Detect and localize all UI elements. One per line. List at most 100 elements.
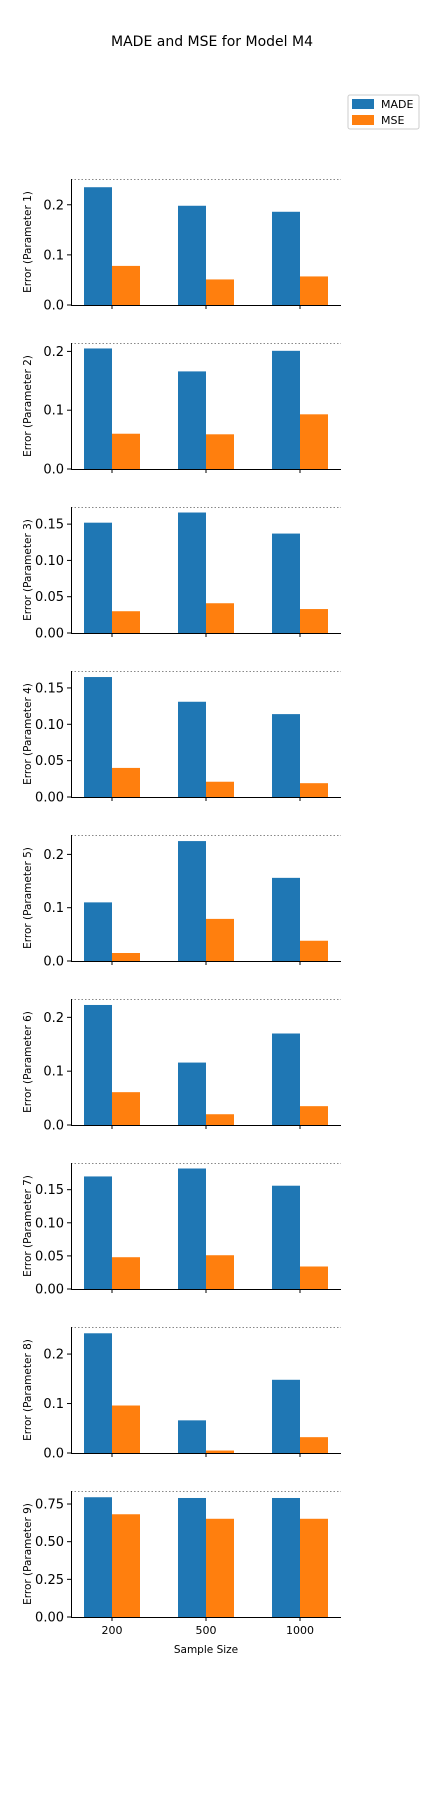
legend-label-made: MADE [381, 98, 413, 111]
y-tick-label: 0.0 [43, 955, 64, 970]
y-tick-label: 0.15 [35, 1183, 64, 1198]
bar-made-500 [178, 1168, 206, 1289]
y-tick-label: 0.15 [35, 518, 64, 533]
bar-mse-500 [206, 434, 234, 469]
y-tick-label: 0.05 [35, 754, 64, 769]
y-tick-label: 0.1 [43, 248, 64, 263]
y-axis-label: Error (Parameter 3) [22, 519, 34, 621]
bar-mse-1000 [300, 1266, 328, 1289]
subplot-8: 0.0 0.1 0.2 Error (Parameter 8) [22, 1327, 341, 1462]
bar-made-200 [84, 522, 112, 633]
chart-title: MADE and MSE for Model M4 [111, 34, 313, 50]
y-tick-label: 0.00 [35, 627, 64, 642]
y-tick-label: 0.05 [35, 590, 64, 605]
bar-made-200 [84, 1004, 112, 1125]
bar-made-500 [178, 1062, 206, 1125]
bar-mse-200 [112, 767, 140, 797]
y-tick-label: 0.0 [43, 463, 64, 478]
bar-mse-200 [112, 611, 140, 633]
x-tick-label: 1000 [286, 1624, 314, 1637]
y-axis-label: Error (Parameter 5) [22, 847, 34, 949]
bar-made-200 [84, 1497, 112, 1617]
bar-made-200 [84, 187, 112, 305]
bar-mse-500 [206, 781, 234, 797]
bar-made-1000 [272, 211, 300, 305]
bar-made-1000 [272, 1497, 300, 1617]
bar-mse-200 [112, 433, 140, 469]
bar-mse-200 [112, 265, 140, 305]
bar-made-500 [178, 841, 206, 961]
y-axis-label: Error (Parameter 6) [22, 1011, 34, 1113]
y-tick-label: 0.25 [35, 1573, 64, 1588]
bar-made-200 [84, 348, 112, 469]
y-tick-label: 0.0 [43, 1447, 64, 1462]
bar-mse-1000 [300, 276, 328, 305]
y-tick-label: 0.0 [43, 1119, 64, 1134]
bar-made-1000 [272, 714, 300, 797]
y-tick-label: 0.1 [43, 404, 64, 419]
bar-mse-200 [112, 1405, 140, 1453]
bar-made-1000 [272, 1379, 300, 1453]
y-tick-label: 0.2 [43, 1011, 64, 1026]
y-tick-label: 0.00 [35, 1283, 64, 1298]
bar-mse-500 [206, 603, 234, 633]
y-tick-label: 0.2 [43, 1348, 64, 1363]
bar-made-1000 [272, 877, 300, 961]
bar-mse-1000 [300, 783, 328, 797]
bar-made-200 [84, 1333, 112, 1453]
y-axis-label: Error (Parameter 1) [22, 191, 34, 293]
bar-made-200 [84, 677, 112, 797]
y-tick-label: 0.0 [43, 299, 64, 314]
bar-made-200 [84, 902, 112, 961]
y-tick-label: 0.1 [43, 1397, 64, 1412]
y-tick-label: 0.00 [35, 791, 64, 806]
subplot-6: 0.0 0.1 0.2 Error (Parameter 6) [22, 999, 341, 1134]
y-axis-label: Error (Parameter 9) [22, 1503, 34, 1605]
y-tick-label: 0.10 [35, 718, 64, 733]
subplot-5: 0.0 0.1 0.2 Error (Parameter 5) [22, 835, 341, 970]
y-axis-label: Error (Parameter 7) [22, 1175, 34, 1277]
legend-swatch-made [352, 99, 374, 109]
legend-label-mse: MSE [381, 114, 404, 127]
bar-mse-200 [112, 1514, 140, 1617]
bar-mse-200 [112, 953, 140, 961]
bar-mse-1000 [300, 1106, 328, 1125]
bar-mse-1000 [300, 1437, 328, 1453]
bar-made-1000 [272, 533, 300, 633]
x-tick-label: 500 [196, 1624, 217, 1637]
y-tick-label: 0.2 [43, 848, 64, 863]
bar-made-500 [178, 371, 206, 469]
bar-mse-500 [206, 1518, 234, 1617]
legend-swatch-mse [352, 115, 374, 125]
y-tick-label: 0.00 [35, 1611, 64, 1626]
x-tick-label: 200 [102, 1624, 123, 1637]
y-axis-label: Error (Parameter 2) [22, 355, 34, 457]
y-axis-label: Error (Parameter 4) [22, 683, 34, 785]
bar-made-500 [178, 512, 206, 633]
bar-mse-1000 [300, 1518, 328, 1617]
bar-mse-500 [206, 279, 234, 305]
bar-mse-1000 [300, 414, 328, 469]
bar-mse-500 [206, 1255, 234, 1289]
bar-made-500 [178, 205, 206, 305]
subplots: 0.0 0.1 0.2 Error (Parameter 1) 0.0 0.1 0.2 Err… [22, 179, 341, 1637]
subplot-1: 0.0 0.1 0.2 Error (Parameter 1) [22, 179, 341, 314]
bar-made-500 [178, 1420, 206, 1453]
y-tick-label: 0.15 [35, 681, 64, 696]
y-axis-label: Error (Parameter 8) [22, 1339, 34, 1441]
y-tick-label: 0.1 [43, 901, 64, 916]
bar-mse-500 [206, 1114, 234, 1125]
y-tick-label: 0.2 [43, 198, 64, 213]
bar-made-200 [84, 1176, 112, 1289]
bar-made-1000 [272, 1185, 300, 1289]
bar-made-500 [178, 1497, 206, 1617]
bar-made-1000 [272, 1033, 300, 1125]
bar-made-500 [178, 701, 206, 797]
bar-mse-200 [112, 1092, 140, 1125]
y-tick-label: 0.10 [35, 554, 64, 569]
subplot-2: 0.0 0.1 0.2 Error (Parameter 2) [22, 343, 341, 478]
bar-mse-1000 [300, 940, 328, 961]
